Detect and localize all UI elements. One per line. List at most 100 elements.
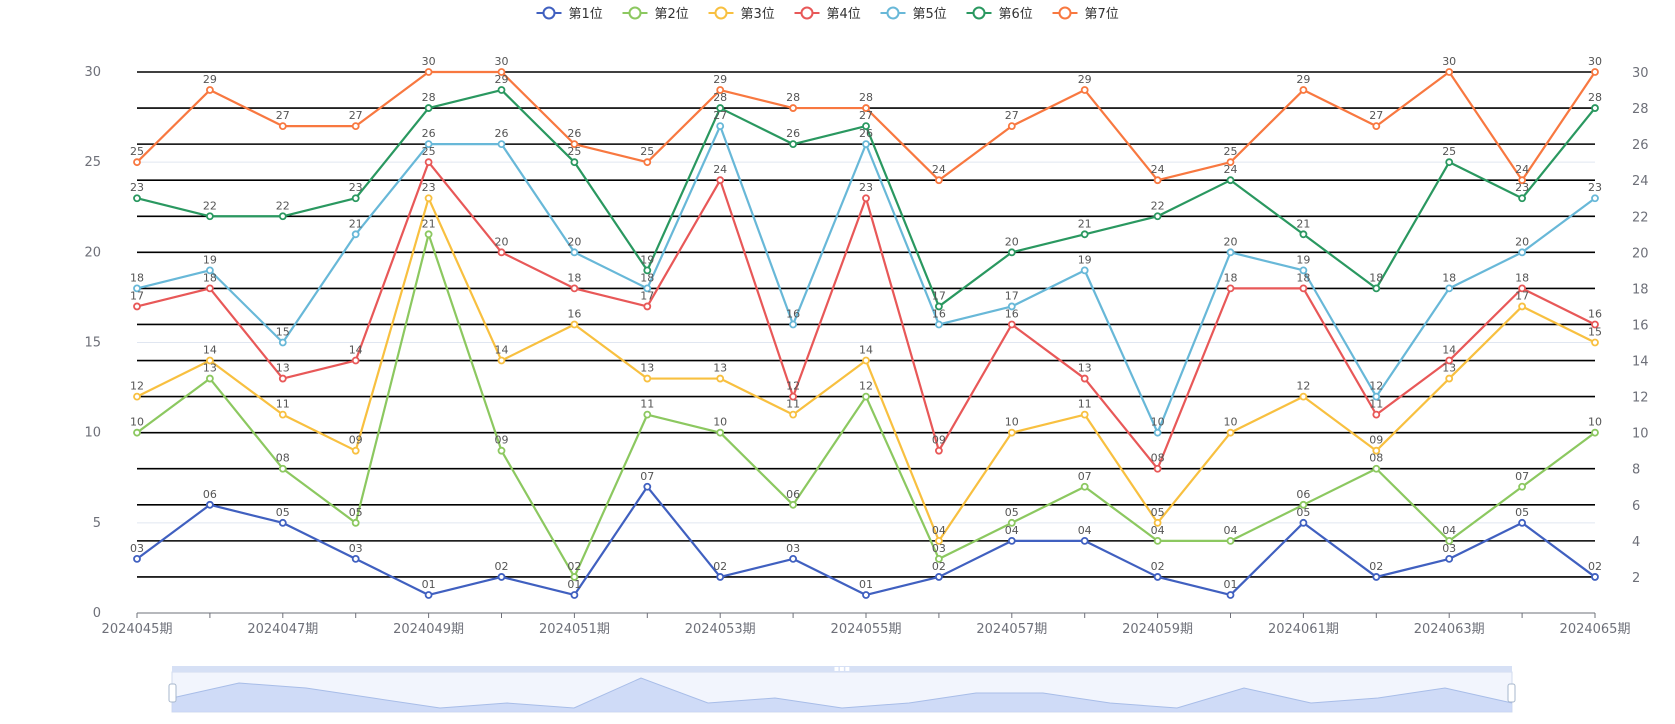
legend-item[interactable]: 第6位 <box>966 6 1033 22</box>
zoom-grip-icon[interactable]: ▪▪▪ <box>834 664 850 673</box>
legend-item[interactable]: 第2位 <box>622 6 689 22</box>
data-point <box>424 194 433 203</box>
data-point <box>570 248 579 257</box>
data-label: 23 <box>349 181 363 194</box>
data-point <box>935 446 943 455</box>
data-point <box>1372 410 1381 419</box>
data-point <box>133 284 141 293</box>
legend-label: 第1位 <box>569 7 603 22</box>
data-point <box>497 446 506 455</box>
data-label: 18 <box>640 271 654 284</box>
data-point <box>1080 482 1089 491</box>
data-point <box>1445 555 1454 563</box>
data-point <box>789 500 797 509</box>
data-point <box>1007 302 1016 311</box>
left-axis-tick-label: 15 <box>84 336 101 351</box>
data-point <box>935 302 943 311</box>
data-label: 09 <box>495 434 509 447</box>
left-axis-tick-label: 0 <box>93 606 101 621</box>
data-label: 28 <box>713 91 727 104</box>
data-point <box>1226 284 1235 293</box>
data-label: 13 <box>203 362 217 375</box>
data-label: 10 <box>1005 416 1019 429</box>
data-label: 03 <box>786 542 800 555</box>
data-label: 01 <box>1224 578 1238 591</box>
data-label: 02 <box>495 560 509 573</box>
data-label: 02 <box>1588 560 1602 573</box>
data-point <box>862 591 870 599</box>
data-label: 13 <box>1078 362 1092 375</box>
data-label: 18 <box>567 271 581 284</box>
data-label: 22 <box>1151 199 1165 212</box>
data-label: 04 <box>1151 524 1165 537</box>
data-point <box>351 122 360 130</box>
data-label: 05 <box>276 506 290 519</box>
data-label: 26 <box>859 127 873 140</box>
data-point <box>1080 230 1089 239</box>
data-label: 17 <box>640 289 654 302</box>
data-label: 24 <box>1224 163 1238 176</box>
data-point <box>1226 591 1235 599</box>
data-point <box>862 140 870 149</box>
data-label: 22 <box>203 199 217 212</box>
data-label: 29 <box>495 73 509 86</box>
zoom-handle-left[interactable] <box>168 683 177 703</box>
data-point <box>1080 266 1089 275</box>
data-label: 19 <box>1078 253 1092 266</box>
data-label: 17 <box>130 289 144 302</box>
data-point <box>424 158 433 167</box>
data-label: 28 <box>422 91 436 104</box>
data-point <box>424 68 433 76</box>
legend-item[interactable]: 第1位 <box>536 6 603 22</box>
legend[interactable]: 第1位 第2位 第3位 第4位 第5位 第6位 第7位 <box>536 6 1119 22</box>
zoom-handle-right[interactable] <box>1507 683 1516 703</box>
legend-circle-icon <box>886 6 900 20</box>
data-label: 07 <box>1515 470 1529 483</box>
data-label: 20 <box>567 235 581 248</box>
x-axis-tick-label: 2024053期 <box>685 622 756 637</box>
left-axis-tick-label: 10 <box>84 426 101 441</box>
data-point <box>643 284 652 293</box>
data-label: 25 <box>1224 145 1238 158</box>
data-label: 25 <box>567 145 581 158</box>
data-point <box>1445 158 1454 167</box>
data-point <box>643 482 652 491</box>
legend-item[interactable]: 第3位 <box>708 6 775 22</box>
series-line <box>136 197 1596 542</box>
axes: 0510152025302468101214161820222426283020… <box>84 65 1648 637</box>
data-point <box>1007 536 1016 545</box>
data-zoom-slider[interactable]: ▪▪▪ <box>168 664 1516 713</box>
data-point <box>497 573 506 581</box>
data-label: 16 <box>1588 307 1602 320</box>
data-label: 26 <box>786 127 800 140</box>
data-label: 06 <box>203 488 217 501</box>
data-label: 11 <box>1078 398 1092 411</box>
data-point <box>205 356 214 365</box>
left-axis-tick-label: 5 <box>93 516 101 531</box>
data-labels: 03 06 05 03 01 02 01 07 02 03 01 02 04 04 02 01 05 02 03 05… <box>130 55 1602 591</box>
data-point <box>935 573 943 581</box>
legend-label: 第6位 <box>999 7 1033 22</box>
data-point <box>1591 573 1599 581</box>
data-label: 12 <box>1296 380 1310 393</box>
data-point <box>789 392 797 401</box>
data-point <box>133 194 141 203</box>
data-label: 18 <box>1296 271 1310 284</box>
data-point <box>789 410 797 419</box>
data-point <box>205 500 214 509</box>
x-axis-tick-label: 2024047期 <box>247 622 318 637</box>
data-point <box>716 374 725 383</box>
legend-item[interactable]: 第5位 <box>880 6 947 22</box>
data-point <box>1299 518 1308 527</box>
data-point <box>278 122 287 130</box>
data-label: 23 <box>130 181 144 194</box>
data-point <box>1007 320 1016 329</box>
legend-item[interactable]: 第4位 <box>794 6 861 22</box>
series-line <box>136 161 1596 470</box>
legend-item[interactable]: 第7位 <box>1052 6 1119 22</box>
data-point <box>570 591 579 599</box>
data-label: 27 <box>713 109 727 122</box>
data-label: 13 <box>640 362 654 375</box>
data-point <box>643 158 652 167</box>
data-label: 29 <box>1296 73 1310 86</box>
